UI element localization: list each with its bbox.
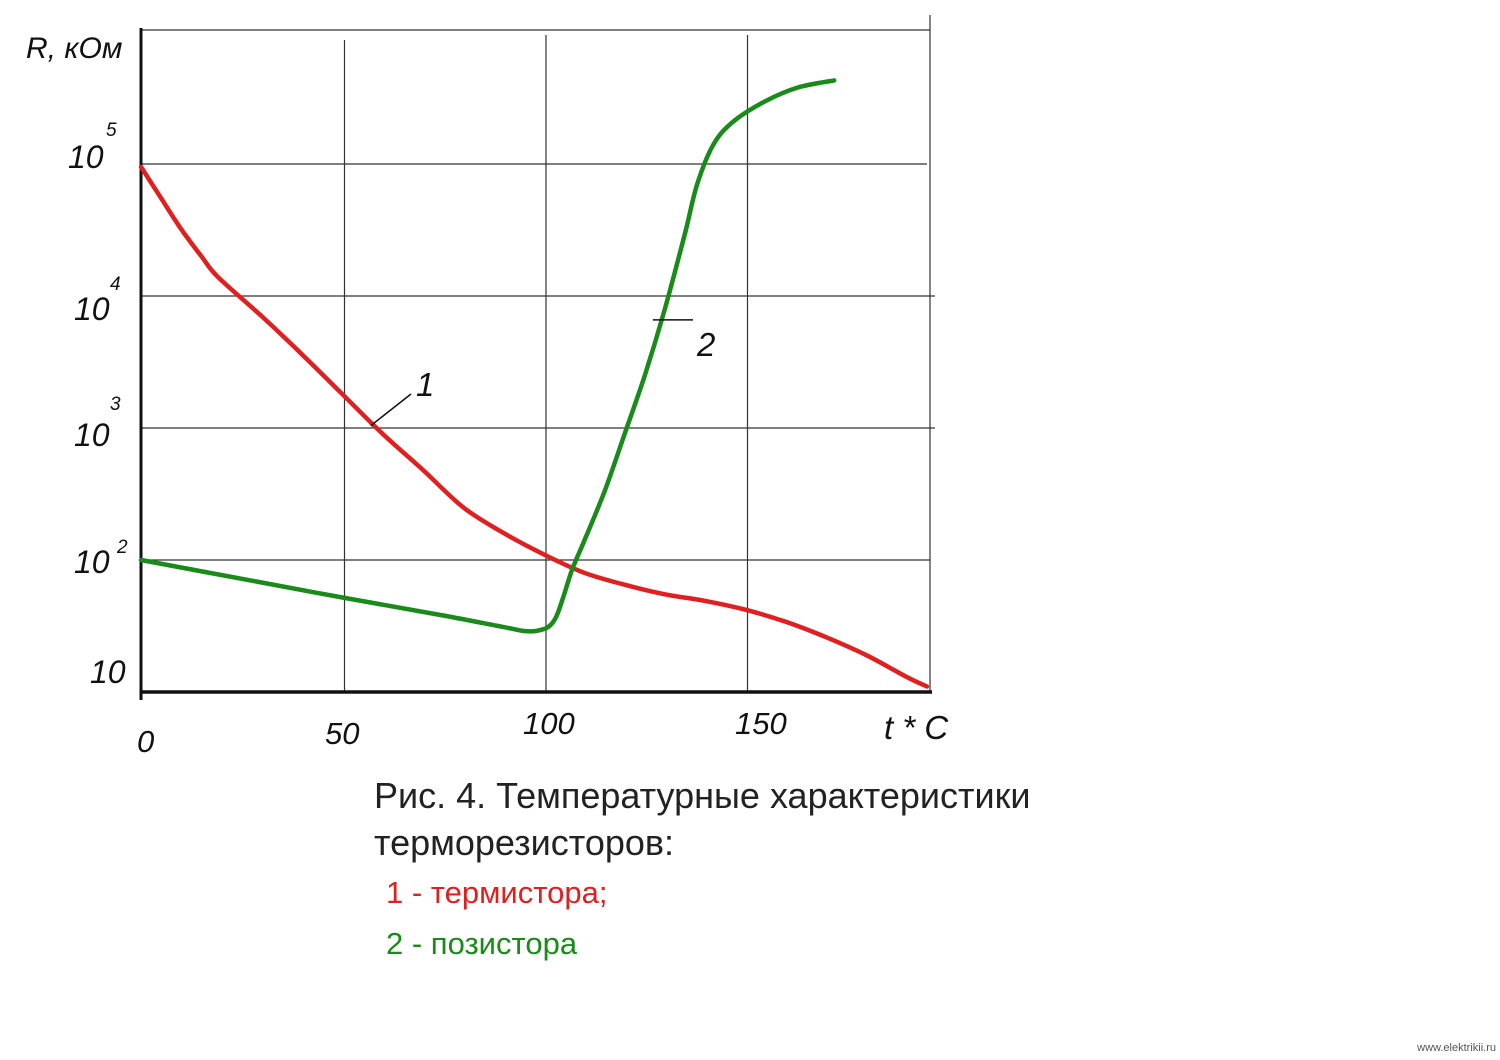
y-tick-label: 10 (90, 654, 126, 690)
chart-grid (141, 15, 935, 692)
chart-series (138, 78, 930, 689)
figure-caption: Рис. 4. Температурные характеристики тер… (374, 772, 1030, 866)
y-tick-exponent: 3 (110, 394, 121, 415)
series-2-line (138, 78, 837, 634)
chart-axes (139, 28, 932, 700)
y-tick-label: 10 (74, 417, 110, 453)
y-tick-exponent: 4 (110, 274, 121, 295)
caption-line-1: Рис. 4. Температурные характеристики (374, 775, 1031, 816)
x-tick-label: 50 (325, 716, 359, 751)
annotation-2-label: 2 (696, 326, 715, 363)
caption-line-2: терморезисторов: (374, 822, 675, 863)
legend-item-posistor: 2 - позистора (386, 926, 578, 961)
chart-annotations: 12 (370, 319, 715, 427)
y-tick-exponent: 5 (106, 120, 117, 141)
x-tick-label: 0 (137, 724, 154, 759)
y-tick-exponent: 2 (116, 537, 128, 558)
y-tick-label: 10 (74, 291, 110, 327)
x-axis-label: t * C (884, 709, 949, 746)
annotation-1-label: 1 (416, 366, 434, 403)
y-axis-label: R, кОм (26, 32, 122, 65)
series-1-line (138, 164, 930, 689)
y-tick-label: 10 (74, 544, 110, 580)
watermark: www.elektrikii.ru (1417, 1042, 1496, 1054)
x-tick-label: 100 (523, 706, 575, 741)
x-tick-label: 150 (735, 706, 787, 741)
y-tick-label: 10 (68, 139, 104, 175)
legend-item-thermistor: 1 - термистора; (386, 875, 608, 910)
annotation-1-leader (370, 393, 412, 427)
